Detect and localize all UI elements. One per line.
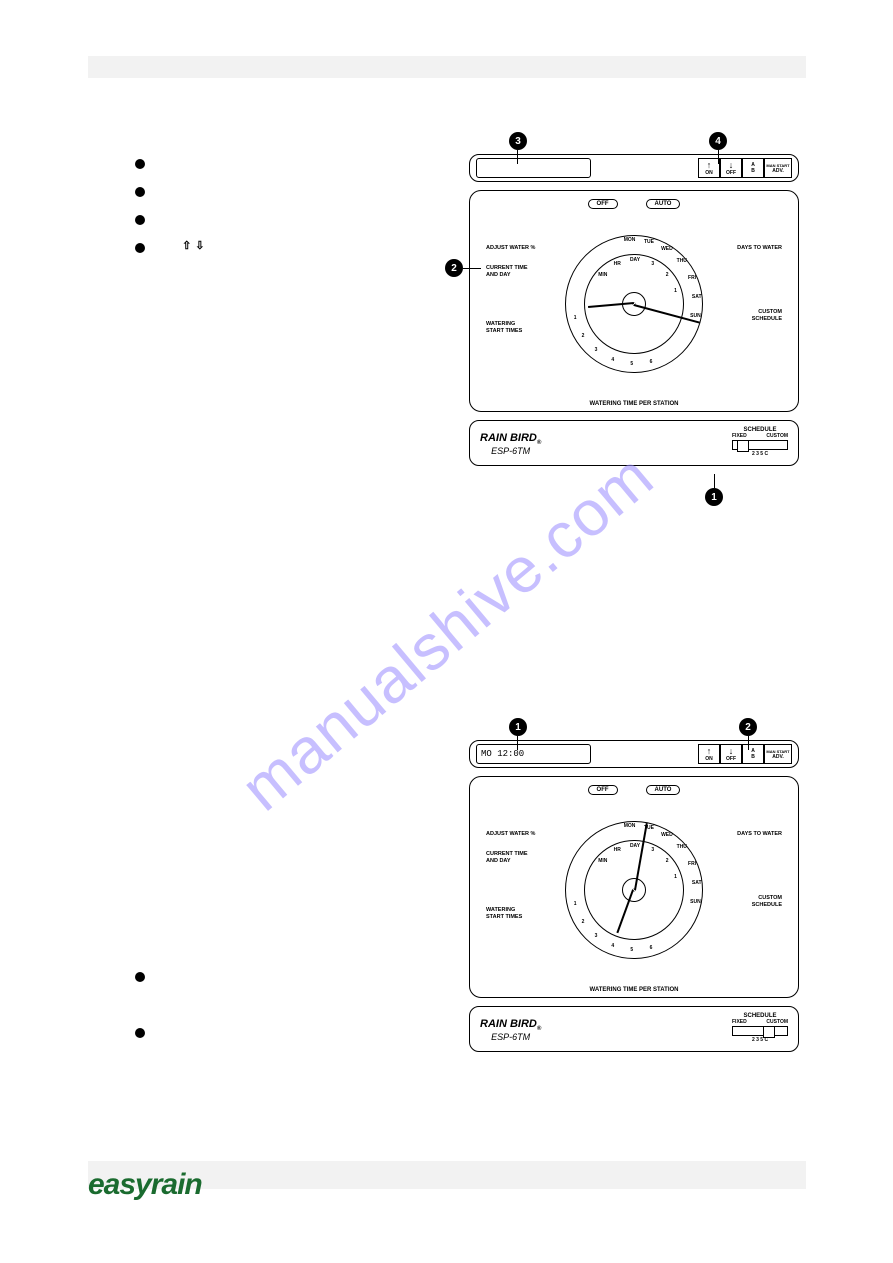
section-2-bullets: . . — [135, 968, 435, 1052]
callout-3: 3 — [509, 132, 527, 150]
callout-1b: 1 — [509, 718, 527, 736]
bullet-5: . — [135, 968, 435, 984]
label-current: CURRENT TIME AND DAY — [486, 265, 546, 279]
bullet-3: . — [135, 211, 435, 227]
bullet-6: . — [135, 1024, 435, 1040]
button-row: ↑ON ↓OFF AB MAN STARTADV. — [698, 158, 792, 178]
easyrain-logo: easyrain — [88, 1168, 202, 1202]
section-1-bullets: . . . . ⇧ ⇩ — [135, 155, 435, 267]
off-pill: OFF — [588, 785, 618, 795]
top-panel: MO 12:00 ↑ON ↓OFF AB MAN STARTADV. — [469, 740, 799, 768]
bullet-1: . — [135, 155, 435, 171]
label-watering-time: WATERING TIME PER STATION — [480, 401, 788, 407]
callout-2b: 2 — [739, 718, 757, 736]
label-current: CURRENT TIME AND DAY — [486, 851, 546, 865]
adv-button[interactable]: MAN STARTADV. — [764, 158, 792, 178]
arrow-down-icon: ⇩ — [195, 239, 204, 252]
bullet-2: . — [135, 183, 435, 199]
button-row: ↑ON ↓OFF AB MAN STARTADV. — [698, 744, 792, 764]
device-diagram-bottom: 1 2 MO 12:00 ↑ON ↓OFF AB MAN STARTADV. O… — [469, 740, 799, 1052]
callout-2: 2 — [445, 259, 463, 277]
adv-button[interactable]: MAN STARTADV. — [764, 744, 792, 764]
off-button[interactable]: ↓OFF — [720, 158, 742, 178]
off-button[interactable]: ↓OFF — [720, 744, 742, 764]
dial[interactable]: ○ ADJUST WATER % CURRENT TIME AND DAY WA… — [480, 209, 788, 399]
leader-4 — [718, 150, 719, 164]
model-label: ESP-6TM — [480, 446, 541, 456]
brand-panel: RAIN BIRD® ESP-6TM SCHEDULE FIXEDCUSTOM … — [469, 420, 799, 466]
schedule-switch[interactable]: SCHEDULE FIXEDCUSTOM 2 3 5 C — [732, 1013, 788, 1043]
label-days: DAYS TO WATER — [737, 831, 782, 838]
schedule-switch[interactable]: SCHEDULE FIXEDCUSTOM 2 3 5 C — [732, 427, 788, 457]
lcd-display — [476, 158, 591, 178]
on-button[interactable]: ↑ON — [698, 158, 720, 178]
bullet-4: . ⇧ ⇩ — [135, 239, 435, 255]
label-custom: CUSTOM SCHEDULE — [752, 309, 782, 323]
dial-panel: OFF AUTO ○ ADJUST WATER % CURRENT TIME A… — [469, 776, 799, 998]
leader-1 — [714, 474, 715, 488]
on-button[interactable]: ↑ON — [698, 744, 720, 764]
top-panel: ↑ON ↓OFF AB MAN STARTADV. — [469, 154, 799, 182]
device-diagram-top: 3 4 ↑ON ↓OFF AB MAN STARTADV. 2 OFF AUTO — [469, 154, 799, 466]
leader-2b — [748, 736, 749, 750]
brand-logo: RAIN BIRD® ESP-6TM — [480, 1018, 541, 1042]
label-start: WATERING START TIMES — [486, 321, 546, 335]
ab-button[interactable]: AB — [742, 744, 764, 764]
label-days: DAYS TO WATER — [737, 245, 782, 252]
label-adjust: ADJUST WATER % — [486, 831, 546, 838]
top-bar — [88, 56, 806, 78]
auto-pill: AUTO — [646, 785, 681, 795]
brand-logo: RAIN BIRD® ESP-6TM — [480, 432, 541, 456]
dial[interactable]: ○ ADJUST WATER % CURRENT TIME AND DAY WA… — [480, 795, 788, 985]
label-custom: CUSTOM SCHEDULE — [752, 895, 782, 909]
label-start: WATERING START TIMES — [486, 907, 546, 921]
ab-button[interactable]: AB — [742, 158, 764, 178]
model-label: ESP-6TM — [480, 1032, 541, 1042]
brand-panel: RAIN BIRD® ESP-6TM SCHEDULE FIXEDCUSTOM … — [469, 1006, 799, 1052]
leader-3 — [517, 150, 518, 164]
dial-panel: OFF AUTO ○ ADJUST WATER % CURRENT TIME A… — [469, 190, 799, 412]
auto-pill: AUTO — [646, 199, 681, 209]
leader-1b — [517, 736, 518, 750]
off-pill: OFF — [588, 199, 618, 209]
arrow-up-icon: ⇧ — [182, 239, 191, 252]
label-watering-time: WATERING TIME PER STATION — [480, 987, 788, 993]
callout-1: 1 — [705, 488, 723, 506]
label-adjust: ADJUST WATER % — [486, 245, 546, 252]
lcd-display: MO 12:00 — [476, 744, 591, 764]
callout-4: 4 — [709, 132, 727, 150]
page: . . . . ⇧ ⇩ 3 4 ↑ON ↓OFF AB MAN STARTADV… — [0, 0, 893, 1263]
